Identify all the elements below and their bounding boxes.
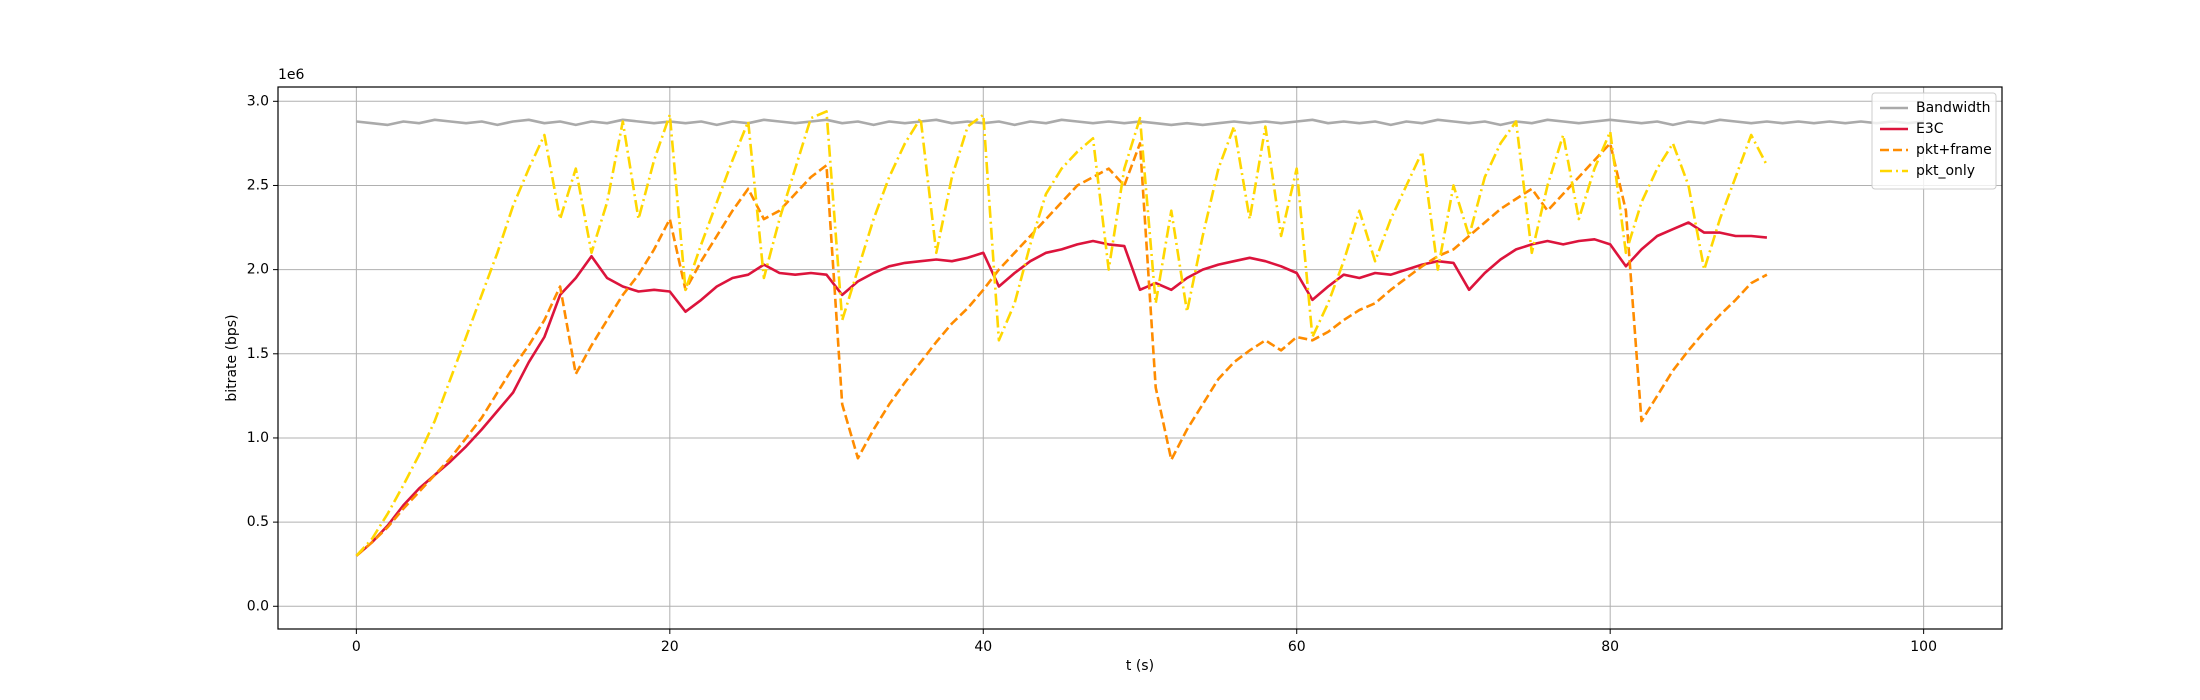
y-tick-label: 2.0: [247, 262, 269, 278]
y-tick-label: 0.5: [247, 514, 269, 530]
x-tick-label: 40: [974, 639, 992, 655]
legend: Bandwidth E3C pkt+frame pkt_only: [1871, 92, 1997, 190]
x-tick-label: 20: [661, 639, 679, 655]
series-line: [355, 142, 1768, 557]
plot-frame: [277, 86, 2003, 630]
x-tick-label: 80: [1601, 639, 1619, 655]
x-tick-label: 0: [352, 639, 361, 655]
series-line: [355, 221, 1768, 557]
y-tick-label: 2.5: [247, 177, 269, 193]
legend-box: [1871, 92, 1997, 190]
y-tick-label: 3.0: [247, 93, 269, 109]
legend-label: pkt_only: [1916, 163, 1975, 179]
x-tick-label: 100: [1910, 639, 1937, 655]
y-axis-label: bitrate (bps): [224, 314, 240, 401]
series-line: [355, 110, 1769, 557]
y-tick-label: 1.0: [247, 430, 269, 446]
y-tick-label: 1.5: [247, 346, 269, 362]
y-offset-label: 1e6: [278, 67, 305, 83]
legend-label: Bandwidth: [1916, 100, 1991, 116]
y-tick-label: 0.0: [247, 598, 269, 614]
legend-label: E3C: [1916, 121, 1944, 137]
x-tick-label: 60: [1288, 639, 1306, 655]
x-axis-label: t (s): [1126, 658, 1154, 674]
legend-label: pkt+frame: [1916, 142, 1992, 158]
